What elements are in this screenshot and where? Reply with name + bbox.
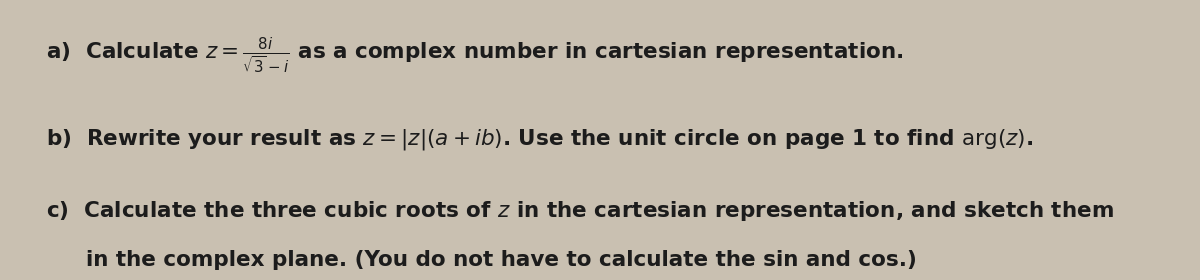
Text: in the complex plane. (You do not have to calculate the sin and cos.): in the complex plane. (You do not have t… [86,250,917,270]
Text: a)  Calculate $z = \frac{8i}{\sqrt{3}-i}$ as a complex number in cartesian repre: a) Calculate $z = \frac{8i}{\sqrt{3}-i}$… [46,36,904,76]
Text: b)  Rewrite your result as $z = |z|(a + ib)$. Use the unit circle on page 1 to f: b) Rewrite your result as $z = |z|(a + i… [46,127,1033,153]
Text: c)  Calculate the three cubic roots of $z$ in the cartesian representation, and : c) Calculate the three cubic roots of $z… [46,199,1114,223]
